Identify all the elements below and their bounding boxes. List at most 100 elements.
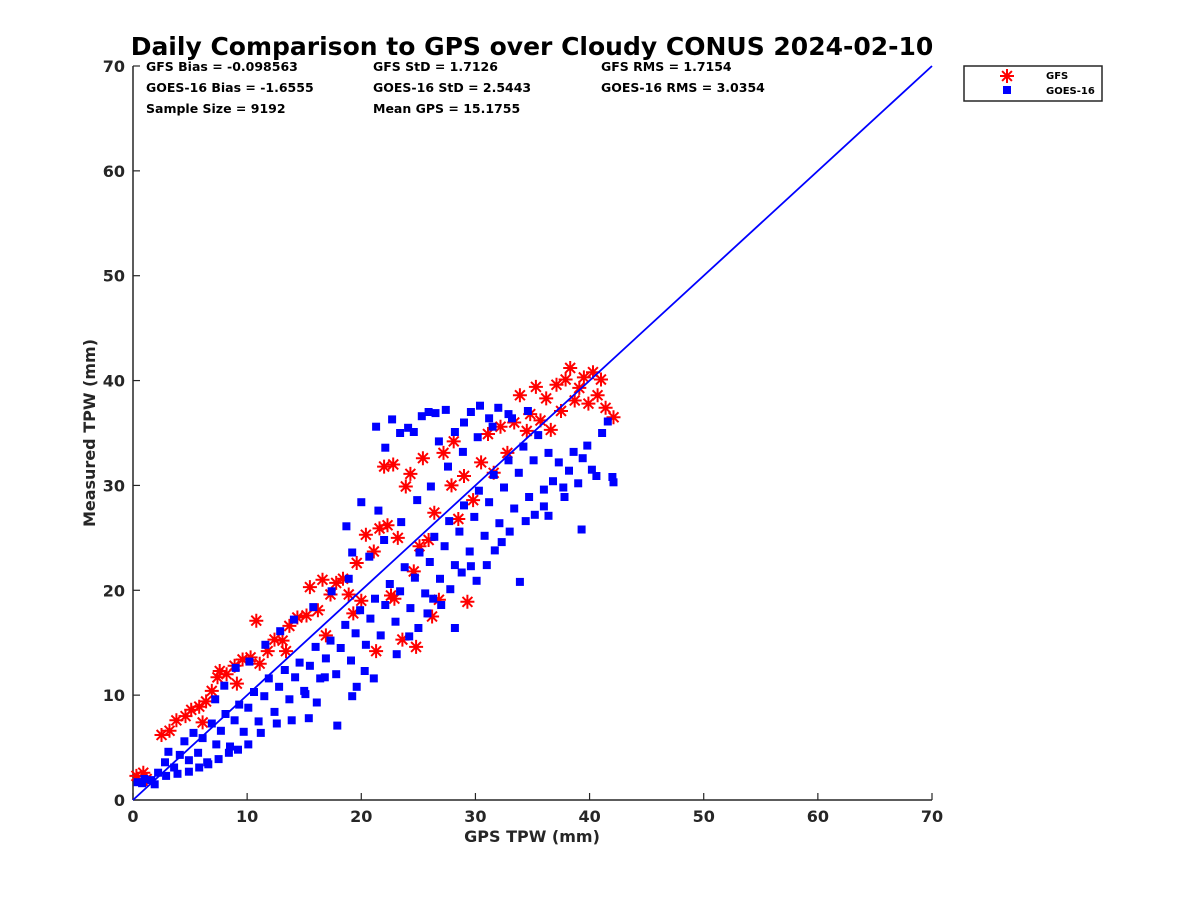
gfs-point — [466, 493, 481, 508]
goes-16-point — [465, 547, 474, 556]
goes-16-point — [430, 532, 439, 541]
goes-16-point — [440, 542, 449, 551]
gfs-point — [451, 512, 466, 526]
x-tick-label: 30 — [464, 807, 486, 826]
goes-16-point — [587, 465, 596, 474]
gfs-point — [349, 556, 364, 570]
goes-16-point — [489, 470, 498, 479]
goes-16-point — [460, 501, 468, 510]
gfs-point — [431, 592, 446, 607]
goes-16-point — [409, 428, 418, 436]
goes-16-point — [436, 574, 444, 583]
goes-16-point — [583, 441, 592, 450]
goes-16-point — [505, 527, 514, 536]
gfs-point — [210, 670, 225, 685]
gfs-point — [369, 644, 384, 659]
goes-16-point — [523, 407, 532, 415]
gfs-point — [457, 469, 471, 483]
goes-16-point — [460, 418, 468, 427]
goes-16-point — [239, 727, 248, 736]
goes-16-point — [336, 644, 345, 652]
x-tick-label: 50 — [693, 807, 715, 826]
y-tick-label: 10 — [103, 686, 125, 705]
goes-16-point — [410, 573, 419, 582]
legend: GFS GOES-16 — [963, 65, 1103, 102]
gfs-bias-stat: GFS Bias = -0.098563 — [146, 59, 298, 74]
y-tick-label: 50 — [103, 267, 125, 286]
goes-16-point — [415, 548, 424, 557]
x-tick-label: 60 — [807, 807, 829, 826]
gfs-point — [528, 379, 543, 394]
goes-16-point — [376, 631, 385, 640]
goes-16-point — [510, 504, 519, 513]
goes-16-point — [482, 561, 491, 570]
goes-16-point — [254, 717, 263, 726]
gfs-point — [318, 628, 333, 643]
goes-16-point — [207, 719, 216, 728]
gfs-point — [390, 530, 405, 545]
goes-16-point — [162, 771, 171, 780]
goes-16-point — [326, 636, 335, 645]
y-tick-label: 60 — [103, 162, 125, 181]
goes-16-point — [272, 719, 281, 728]
gfs-point — [500, 445, 515, 460]
goes-16-point — [441, 405, 450, 414]
goes-16-point — [212, 740, 221, 749]
goes-16-point — [184, 767, 193, 776]
goes-16-point — [224, 748, 233, 757]
goes-16-point — [351, 629, 360, 638]
goes-16-point — [406, 604, 415, 613]
gfs-point — [329, 575, 344, 590]
gfs-point — [586, 365, 600, 380]
goes-16-point — [424, 408, 433, 416]
gfs-point — [398, 479, 413, 494]
plot-axes: 0 10 20 30 40 50 60 70 0 10 20 30 40 50 60 70 — [103, 57, 943, 826]
goes-16-point — [380, 536, 389, 544]
goes-16-point — [173, 769, 182, 778]
goes-16-point — [348, 692, 357, 701]
goes-16-point — [321, 654, 330, 663]
goes-16-point — [500, 483, 508, 492]
goes-16-point — [391, 617, 400, 626]
goes-16-point — [388, 415, 397, 424]
x-axis-label: GPS TPW (mm) — [464, 827, 600, 846]
goes-16-point — [381, 601, 390, 609]
goes-16-point — [327, 587, 336, 596]
goes-16-point — [309, 603, 318, 612]
goes-16-point — [385, 580, 394, 588]
one-to-one-line — [132, 65, 933, 801]
goes-16-point — [270, 707, 279, 716]
legend-goes-square-icon — [1003, 86, 1011, 94]
goes-16-point — [300, 686, 309, 695]
goes-16-point — [261, 640, 270, 649]
gfs-point — [590, 388, 605, 403]
goes-16-point — [295, 658, 304, 667]
legend-gfs-asterisk-icon — [1000, 69, 1014, 83]
goes-16-point — [609, 478, 618, 487]
sample-size-stat: Sample Size = 9192 — [146, 101, 286, 116]
gfs-point — [275, 633, 290, 648]
goes-16-point — [220, 681, 229, 690]
goes-16-point — [485, 414, 494, 423]
goes-16-point — [577, 525, 586, 534]
goes-16-point — [204, 760, 213, 769]
goes-16-point — [260, 692, 269, 701]
gfs-point — [310, 603, 325, 618]
gfs-point — [372, 521, 387, 536]
goes-16-point — [437, 601, 446, 609]
goes-16-point — [195, 763, 204, 772]
goes-16-point — [495, 519, 504, 528]
goes-16-point — [434, 437, 443, 446]
goes-16-point — [466, 562, 475, 571]
goes-std-stat: GOES-16 StD = 2.5443 — [373, 80, 531, 95]
x-tick-label: 40 — [578, 807, 600, 826]
goes-16-point — [574, 479, 583, 488]
goes-16-point — [425, 558, 434, 566]
y-tick-label: 20 — [103, 581, 125, 600]
goes-16-point — [275, 682, 284, 691]
goes-16-point — [175, 750, 184, 759]
goes-16-point — [488, 422, 497, 431]
goes-16-point — [285, 695, 294, 704]
gfs-point — [549, 377, 564, 392]
